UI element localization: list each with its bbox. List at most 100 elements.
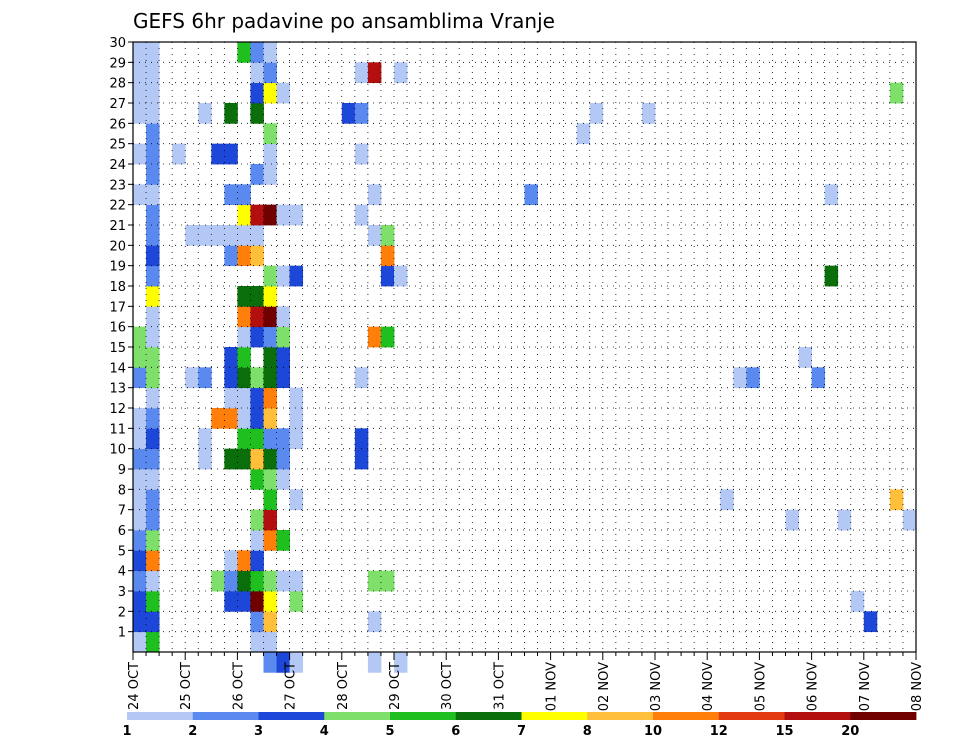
y-tick-label: 6	[118, 524, 126, 539]
heatmap-cell	[133, 103, 147, 124]
heatmap-cell	[863, 611, 878, 633]
colorbar-label: 8	[583, 724, 592, 739]
heatmap-cell	[237, 591, 251, 612]
heatmap-cell	[198, 103, 212, 124]
heatmap-cell	[133, 570, 147, 592]
heatmap-cell	[237, 570, 251, 592]
y-tick-label: 10	[109, 443, 126, 458]
heatmap-cell	[354, 143, 369, 165]
heatmap-cell	[133, 489, 147, 511]
heatmap-cell	[146, 225, 160, 246]
heatmap-cell	[146, 550, 160, 572]
colorbar-swatch	[324, 712, 391, 720]
heatmap-cell	[146, 591, 160, 612]
heatmap-cell	[889, 82, 904, 104]
heatmap-cell	[224, 347, 238, 368]
y-tick-label: 19	[109, 260, 126, 275]
heatmap-cell	[367, 570, 382, 592]
heatmap-cell	[380, 570, 395, 592]
heatmap-cell	[289, 652, 304, 673]
y-tick-label: 15	[109, 341, 126, 356]
heatmap-cell	[172, 143, 186, 165]
heatmap-cell	[289, 570, 304, 592]
heatmap-cell	[354, 204, 369, 226]
chart-title: GEFS 6hr padavine po ansamblima Vranje	[133, 9, 555, 33]
heatmap-cell	[263, 42, 277, 63]
heatmap-cell	[367, 652, 382, 673]
x-tick-label: 07 NOV	[858, 662, 873, 711]
heatmap-cell	[824, 265, 839, 287]
heatmap-cell	[133, 408, 147, 429]
heatmap-cell	[250, 367, 264, 389]
heatmap-cell	[133, 631, 147, 653]
heatmap-cell	[367, 611, 382, 633]
heatmap-cell	[146, 82, 160, 104]
heatmap-cell	[237, 42, 251, 63]
heatmap-cell	[263, 306, 277, 328]
heatmap-cell	[146, 469, 160, 490]
heatmap-cell	[146, 123, 160, 145]
y-tick-label: 22	[109, 199, 126, 214]
heatmap-cell	[133, 62, 147, 84]
heatmap-cell	[146, 631, 160, 653]
y-tick-label: 4	[118, 565, 126, 580]
heatmap-cell	[263, 489, 277, 511]
heatmap-cell	[146, 103, 160, 124]
heatmap-cell	[263, 448, 277, 470]
heatmap-cell	[276, 265, 290, 287]
heatmap-cell	[237, 408, 251, 429]
y-tick-label: 1	[118, 626, 126, 641]
heatmap-cell	[380, 265, 395, 287]
heatmap-cell	[224, 408, 238, 429]
heatmap-cell	[263, 509, 277, 531]
heatmap-cell	[211, 225, 225, 246]
x-axis: 24 OCT 25 OCT 26 OCT 27 OCT 28 OCT 29 OCT 30 O…	[127, 652, 925, 711]
heatmap-cell	[146, 62, 160, 84]
heatmap-cell	[133, 82, 147, 104]
colorbar-swatch	[850, 712, 917, 720]
heatmap-cell	[367, 326, 382, 348]
y-tick-label: 7	[118, 504, 126, 519]
heatmap-cell	[263, 631, 277, 653]
heatmap-cell	[354, 448, 369, 470]
heatmap-cell	[394, 62, 408, 84]
heatmap-cell	[394, 652, 408, 673]
colorbar-label: 10	[644, 724, 662, 739]
x-tick-label: 04 NOV	[701, 662, 716, 711]
y-tick-label: 9	[118, 463, 126, 478]
heatmap-cell	[250, 631, 264, 653]
colorbar-swatch	[258, 712, 325, 720]
heatmap-cell	[211, 570, 225, 592]
x-tick-label: 24 OCT	[127, 662, 142, 710]
heatmap-cell	[224, 367, 238, 389]
y-tick-label: 11	[109, 422, 126, 437]
heatmap-cell	[785, 509, 799, 531]
heatmap-cell	[263, 204, 277, 226]
heatmap-cell	[798, 347, 812, 368]
heatmap-cell	[354, 103, 369, 124]
heatmap-cell	[289, 428, 304, 450]
heatmap-cell	[250, 82, 264, 104]
heatmap-cell	[263, 347, 277, 368]
heatmap-cell	[276, 530, 290, 551]
y-tick-label: 23	[109, 178, 126, 193]
heatmap-cell	[224, 448, 238, 470]
heatmap-cell	[133, 469, 147, 490]
heatmap-cell	[237, 367, 251, 389]
heatmap-cell	[746, 367, 760, 389]
y-tick-label: 27	[109, 97, 126, 112]
heatmap-cell	[250, 469, 264, 490]
colorbar-label: 5	[385, 724, 394, 739]
heatmap-cells	[133, 42, 917, 673]
y-tick-label: 29	[109, 56, 126, 71]
heatmap-cell	[354, 428, 369, 450]
heatmap-cell	[380, 225, 395, 246]
heatmap-cell	[224, 184, 238, 206]
heatmap-cell	[263, 62, 277, 84]
heatmap-cell	[889, 489, 904, 511]
heatmap-cell	[289, 265, 304, 287]
x-tick-label: 02 NOV	[597, 662, 612, 711]
heatmap-cell	[367, 225, 382, 246]
y-tick-label: 21	[109, 219, 126, 234]
heatmap-cell	[263, 265, 277, 287]
